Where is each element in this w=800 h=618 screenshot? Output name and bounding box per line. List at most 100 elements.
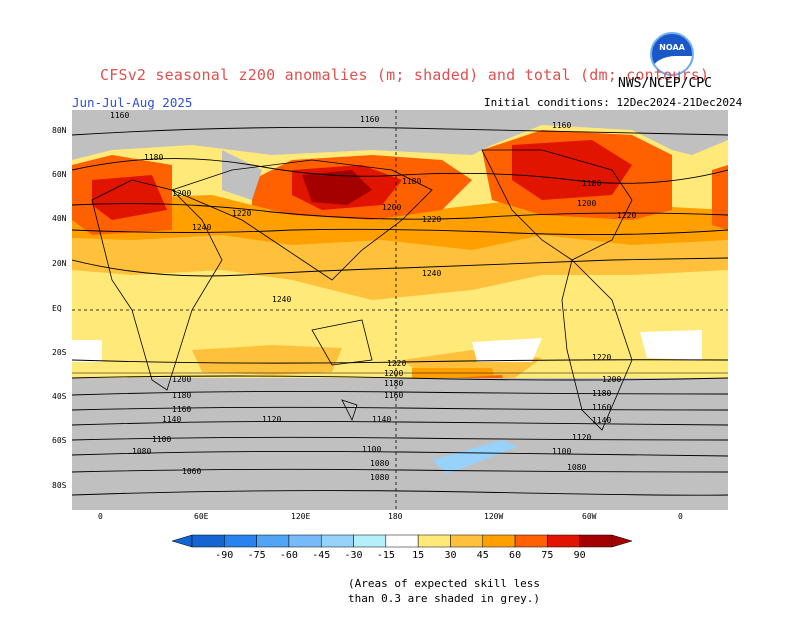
colorbar-swatch bbox=[514, 534, 548, 548]
colorbar-tick-label: -75 bbox=[248, 550, 266, 560]
contour-label: 1180 bbox=[582, 179, 601, 188]
colorbar-swatch bbox=[417, 534, 451, 548]
height-contours bbox=[72, 126, 728, 496]
initial-conditions: Initial conditions: 12Dec2024-21Dec2024 bbox=[484, 96, 743, 109]
noaa-bird-icon bbox=[652, 55, 692, 74]
contour-label: 1080 bbox=[370, 459, 389, 468]
colorbar-tick-label: 60 bbox=[509, 550, 521, 560]
lon-label: 60W bbox=[582, 512, 597, 521]
contour-label: 1140 bbox=[372, 415, 391, 424]
contour-label: 1200 bbox=[577, 199, 596, 208]
contour-label: 1220 bbox=[617, 211, 636, 220]
contour-label: 1080 bbox=[370, 473, 389, 482]
contour-label: 1200 bbox=[384, 369, 403, 378]
noaa-logo: NOAA bbox=[650, 32, 694, 76]
colorbar-tick-label: 15 bbox=[412, 550, 424, 560]
colorbar-swatch bbox=[385, 534, 419, 548]
agency-label: NWS/NCEP/CPC bbox=[618, 76, 712, 91]
lat-label: 80S bbox=[52, 481, 67, 490]
lat-label: 60N bbox=[52, 170, 67, 179]
colorbar-swatch bbox=[320, 534, 354, 548]
contour-label: 1180 bbox=[384, 379, 403, 388]
contour-label: 1220 bbox=[387, 359, 406, 368]
contour-label: 1160 bbox=[110, 111, 129, 120]
contour-label: 1080 bbox=[132, 447, 151, 456]
colorbar-swatch bbox=[224, 534, 257, 548]
colorbar-arrow-high bbox=[611, 534, 632, 548]
footnote-line-2: than 0.3 are shaded in grey.) bbox=[348, 592, 541, 605]
contour-label: 1160 bbox=[360, 115, 379, 124]
colorbar-tick-label: 30 bbox=[444, 550, 456, 560]
footnote-line-1: (Areas of expected skill less bbox=[348, 577, 541, 590]
lat-label: 20S bbox=[52, 348, 67, 357]
contour-label: 1180 bbox=[172, 391, 191, 400]
contour-label: 1140 bbox=[162, 415, 181, 424]
contour-label: 1200 bbox=[382, 203, 401, 212]
lat-label: 40N bbox=[52, 214, 67, 223]
colorbar-swatch bbox=[191, 534, 225, 548]
contour-label: 1100 bbox=[152, 435, 171, 444]
contour-label: 1200 bbox=[602, 375, 621, 384]
anomaly-negative bbox=[432, 440, 517, 474]
lon-label: 60E bbox=[194, 512, 209, 521]
lat-label: 20N bbox=[52, 259, 67, 268]
low-skill-mask bbox=[72, 110, 728, 510]
lat-label: 60S bbox=[52, 436, 67, 445]
contour-label: 1160 bbox=[552, 121, 571, 130]
colorbar-swatch bbox=[579, 534, 613, 548]
colorbar-tick-label: -30 bbox=[345, 550, 363, 560]
contour-label: 1160 bbox=[384, 391, 403, 400]
lat-label: 40S bbox=[52, 392, 67, 401]
colorbar-tick-label: -45 bbox=[312, 550, 330, 560]
lon-label: 0 bbox=[98, 512, 103, 521]
contour-label: 1200 bbox=[172, 189, 191, 198]
map-title: CFSv2 seasonal z200 anomalies (m; shaded… bbox=[100, 66, 710, 84]
colorbar-swatch bbox=[547, 534, 580, 548]
forecast-period: Jun-Jul-Aug 2025 bbox=[72, 95, 193, 110]
contour-label: 1120 bbox=[262, 415, 281, 424]
colorbar-swatch bbox=[482, 534, 516, 548]
colorbar-tick-label: -60 bbox=[280, 550, 298, 560]
noaa-logo-text: NOAA bbox=[659, 43, 685, 52]
contour-label: 1080 bbox=[567, 463, 586, 472]
colorbar-swatch bbox=[353, 534, 387, 548]
colorbar-tick-label: 90 bbox=[574, 550, 586, 560]
grid-lines bbox=[72, 110, 728, 510]
contour-label: 1180 bbox=[592, 389, 611, 398]
contour-label: 1220 bbox=[422, 215, 441, 224]
colorbar-tick-label: -15 bbox=[377, 550, 395, 560]
footnote: (Areas of expected skill less than 0.3 a… bbox=[348, 576, 540, 606]
colorbar-tick-label: 45 bbox=[477, 550, 489, 560]
contour-label: 1100 bbox=[552, 447, 571, 456]
contour-label: 1240 bbox=[272, 295, 291, 304]
anomaly-75-90 bbox=[302, 170, 372, 205]
colorbar-tick-label: 75 bbox=[541, 550, 553, 560]
contour-label: 1180 bbox=[144, 153, 163, 162]
contour-label: 1100 bbox=[362, 445, 381, 454]
contour-label: 1180 bbox=[402, 177, 421, 186]
contour-label: 1060 bbox=[182, 467, 201, 476]
contour-label: 1160 bbox=[592, 403, 611, 412]
coastlines bbox=[91, 149, 633, 431]
contour-label: 1220 bbox=[232, 209, 251, 218]
contour-label: 1240 bbox=[422, 269, 441, 278]
contour-label: 1120 bbox=[572, 433, 591, 442]
lon-label: 120E bbox=[291, 512, 311, 521]
contour-label: 1200 bbox=[172, 375, 191, 384]
colorbar: -90 -75 -60 -45 -30 -15 15 30 45 60 75 90 bbox=[172, 534, 632, 560]
lat-label: 80N bbox=[52, 126, 67, 135]
colorbar-tick-label: -90 bbox=[215, 550, 233, 560]
lon-label: 120W bbox=[484, 512, 504, 521]
contour-label: 1160 bbox=[172, 405, 191, 414]
white-zero-regions bbox=[72, 330, 702, 362]
colorbar-swatch bbox=[256, 534, 290, 548]
colorbar-swatch bbox=[450, 534, 484, 548]
lon-label: 180 bbox=[388, 512, 403, 521]
contour-label: 1240 bbox=[192, 223, 211, 232]
contour-label: 1220 bbox=[592, 353, 611, 362]
colorbar-arrow-low bbox=[172, 534, 193, 548]
contour-label: 1140 bbox=[592, 416, 611, 425]
lon-label: 0 bbox=[678, 512, 683, 521]
